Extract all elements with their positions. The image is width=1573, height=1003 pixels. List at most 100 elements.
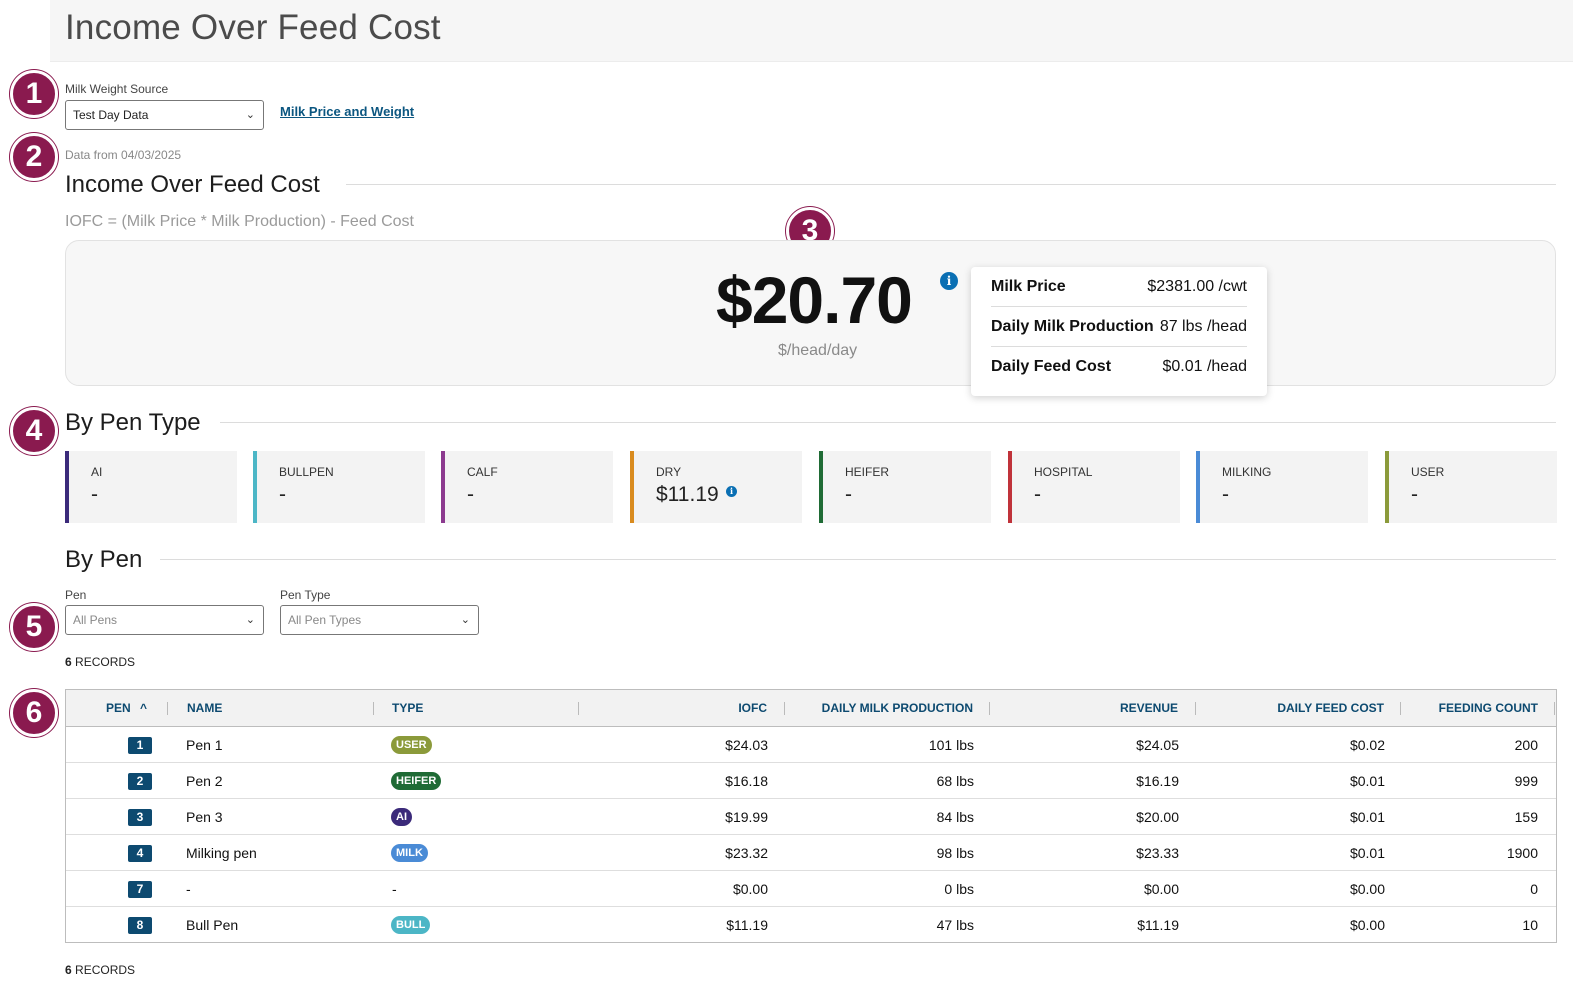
pen-type-badge: USER bbox=[391, 736, 432, 754]
pen-type-value: - bbox=[1411, 483, 1418, 506]
table-header: PEN ^ NAME TYPE IOFC DAILY MILK PRODUCTI… bbox=[66, 690, 1556, 727]
column-separator bbox=[167, 702, 168, 715]
daily-milk-production-cell: 68 lbs bbox=[936, 773, 974, 789]
pen-number-badge: 2 bbox=[128, 773, 152, 790]
iofc-section-title: Income Over Feed Cost bbox=[65, 171, 320, 198]
milk-weight-source-value: Test Day Data bbox=[73, 108, 149, 122]
revenue-cell: $11.19 bbox=[1137, 917, 1179, 933]
pen-type-badge: MILK bbox=[391, 844, 428, 862]
pen-type-badge: HEIFER bbox=[391, 772, 442, 790]
column-header-pen[interactable]: PEN ^ bbox=[106, 690, 176, 727]
milk-weight-source-label: Milk Weight Source bbox=[65, 82, 169, 96]
info-icon[interactable]: i bbox=[726, 486, 737, 497]
tooltip-row-milk-production: Daily Milk Production 87 lbs /head bbox=[991, 307, 1247, 347]
column-header-iofc[interactable]: IOFC bbox=[738, 701, 767, 715]
pen-number-badge: 8 bbox=[128, 917, 152, 934]
pen-filter-label: Pen bbox=[65, 588, 87, 602]
revenue-cell: $20.00 bbox=[1136, 809, 1179, 825]
pens-table: PEN ^ NAME TYPE IOFC DAILY MILK PRODUCTI… bbox=[65, 689, 1557, 943]
iofc-formula: IOFC = (Milk Price * Milk Production) - … bbox=[65, 213, 414, 230]
by-pen-title: By Pen bbox=[65, 546, 143, 573]
table-row[interactable]: 3 Pen 3 AI $19.99 84 lbs $20.00 $0.01 159 bbox=[66, 799, 1556, 835]
column-separator bbox=[989, 702, 990, 715]
iofc-cell: $24.03 bbox=[725, 737, 768, 753]
revenue-cell: $23.33 bbox=[1136, 845, 1179, 861]
pen-type-value: - bbox=[1222, 483, 1229, 506]
column-separator bbox=[1195, 702, 1196, 715]
section-divider bbox=[160, 559, 1556, 560]
daily-milk-production-cell: 98 lbs bbox=[936, 845, 974, 861]
iofc-cell: $16.18 bbox=[725, 773, 768, 789]
tooltip-value: $2381.00 /cwt bbox=[1147, 277, 1247, 295]
revenue-cell: $24.05 bbox=[1136, 737, 1179, 753]
table-row[interactable]: 2 Pen 2 HEIFER $16.18 68 lbs $16.19 $0.01 999 bbox=[66, 763, 1556, 799]
iofc-value: $20.70 bbox=[716, 263, 913, 337]
pen-type-value: - bbox=[845, 483, 852, 506]
daily-feed-cost-cell: $0.01 bbox=[1349, 845, 1385, 861]
daily-feed-cost-cell: $0.00 bbox=[1349, 881, 1385, 897]
feeding-count-cell: 1900 bbox=[1506, 845, 1538, 861]
column-separator bbox=[373, 702, 374, 715]
records-count-bottom: 6 RECORDS bbox=[65, 963, 135, 977]
pen-type-card-heifer: HEIFER - bbox=[819, 451, 991, 523]
column-header-feeding-count[interactable]: FEEDING COUNT bbox=[1438, 701, 1538, 715]
by-pen-type-title: By Pen Type bbox=[65, 409, 201, 436]
section-divider bbox=[346, 184, 1556, 185]
records-word: RECORDS bbox=[75, 963, 136, 977]
pen-type-label: DRY bbox=[656, 465, 682, 479]
pen-name: Milking pen bbox=[186, 845, 257, 861]
pen-type-card-dry: DRY $11.19 i bbox=[630, 451, 802, 523]
marker-6: 6 bbox=[10, 689, 58, 737]
column-label: PEN bbox=[106, 701, 131, 715]
marker-2: 2 bbox=[10, 133, 58, 181]
column-header-name[interactable]: NAME bbox=[187, 701, 223, 715]
tooltip-value: $0.01 /head bbox=[1162, 358, 1247, 375]
pen-filter-select[interactable]: All Pens ⌄ bbox=[65, 605, 264, 635]
revenue-cell: $0.00 bbox=[1143, 881, 1179, 897]
page-header: Income Over Feed Cost bbox=[50, 0, 1573, 62]
table-row[interactable]: 7 - - $0.00 0 lbs $0.00 $0.00 0 bbox=[66, 871, 1556, 907]
pen-number-badge: 4 bbox=[128, 845, 152, 862]
column-header-type[interactable]: TYPE bbox=[392, 701, 424, 715]
table-row[interactable]: 1 Pen 1 USER $24.03 101 lbs $24.05 $0.02 200 bbox=[66, 727, 1556, 763]
tooltip-value: 87 lbs /head bbox=[1159, 317, 1247, 335]
pen-type-label: CALF bbox=[467, 465, 498, 479]
pen-type-label: MILKING bbox=[1222, 465, 1272, 479]
pen-name: - bbox=[186, 881, 191, 897]
revenue-cell: $16.19 bbox=[1136, 773, 1179, 789]
page-title: Income Over Feed Cost bbox=[65, 8, 441, 47]
tooltip-row-feed-cost: Daily Feed Cost $0.01 /head bbox=[991, 347, 1247, 387]
pen-name: Pen 3 bbox=[186, 809, 223, 825]
feeding-count-cell: 159 bbox=[1514, 809, 1538, 825]
iofc-cell: $11.19 bbox=[726, 917, 768, 933]
column-header-daily-feed-cost[interactable]: DAILY FEED COST bbox=[1277, 701, 1384, 715]
column-header-daily-milk-production[interactable]: DAILY MILK PRODUCTION bbox=[821, 701, 973, 715]
tooltip-label: Daily Feed Cost bbox=[991, 358, 1112, 375]
pen-type-label: BULLPEN bbox=[279, 465, 334, 479]
records-count-top: 6 RECORDS bbox=[65, 655, 135, 669]
table-row[interactable]: 4 Milking pen MILK $23.32 98 lbs $23.33 $0.01 1… bbox=[66, 835, 1556, 871]
table-row[interactable]: 8 Bull Pen BULL $11.19 47 lbs $11.19 $0.00 10 bbox=[66, 907, 1556, 943]
iofc-summary-panel bbox=[65, 240, 1556, 386]
daily-feed-cost-cell: $0.00 bbox=[1349, 917, 1385, 933]
pen-name: Bull Pen bbox=[186, 917, 239, 933]
info-icon[interactable]: i bbox=[940, 272, 958, 290]
chevron-down-icon: ⌄ bbox=[245, 614, 255, 626]
daily-milk-production-cell: 84 lbs bbox=[936, 809, 974, 825]
daily-milk-production-cell: 0 lbs bbox=[944, 881, 974, 897]
feeding-count-cell: 10 bbox=[1522, 917, 1538, 933]
column-header-revenue[interactable]: REVENUE bbox=[1119, 701, 1178, 715]
milk-weight-source-select[interactable]: Test Day Data ⌄ bbox=[65, 100, 264, 130]
pen-type-label: HOSPITAL bbox=[1034, 465, 1093, 479]
marker-1: 1 bbox=[10, 70, 58, 118]
iofc-cell: $0.00 bbox=[732, 881, 768, 897]
pen-type-label: USER bbox=[1411, 465, 1445, 479]
pen-type-value: - bbox=[279, 483, 286, 506]
iofc-cell: $19.99 bbox=[725, 809, 768, 825]
pen-type-filter-select[interactable]: All Pen Types ⌄ bbox=[280, 605, 479, 635]
pen-type-badge: AI bbox=[391, 808, 412, 826]
pen-type-badge: BULL bbox=[391, 916, 431, 934]
tooltip-row-milk-price: Milk Price $2381.00 /cwt bbox=[991, 267, 1247, 307]
milk-price-weight-link[interactable]: Milk Price and Weight bbox=[280, 104, 415, 119]
